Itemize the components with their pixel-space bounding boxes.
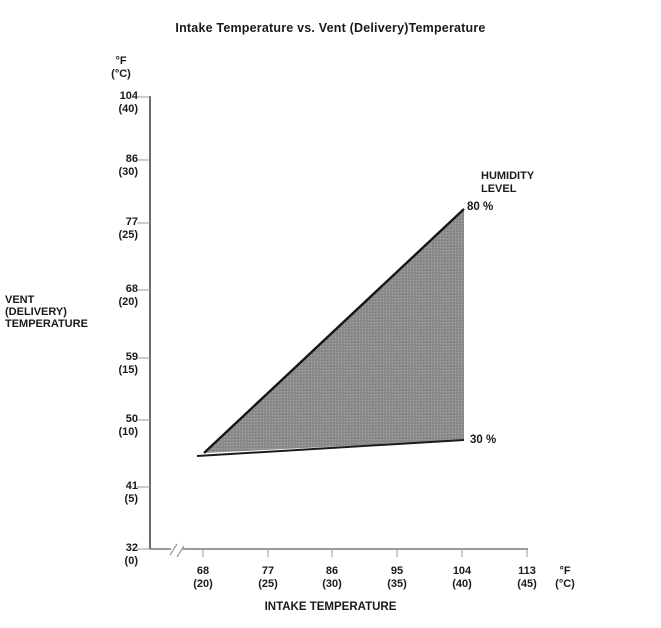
y-tick-label-86: 86 (30): [118, 153, 138, 178]
x-tick-label-113: 113 (45): [517, 565, 537, 590]
y-tick-label-68: 68 (20): [118, 283, 138, 308]
chart-title: Intake Temperature vs. Vent (Delivery)Te…: [175, 21, 486, 35]
x-axis-title: INTAKE TEMPERATURE: [264, 601, 397, 613]
humidity-30-line: [196, 439, 465, 457]
y-axis-unit-f: °F: [115, 55, 127, 67]
x-tick-label-104: 104 (40): [452, 565, 472, 590]
y-tick-label-32: 32 (0): [124, 542, 138, 567]
x-axis-unit-f: °F: [559, 565, 571, 577]
humidity-80-line: [203, 208, 465, 454]
y-tick-label-50: 50 (10): [118, 413, 138, 438]
y-tick-label-77: 77 (25): [118, 216, 138, 241]
x-axis-break-icon: [169, 543, 185, 558]
x-tick-label-86: 86 (30): [322, 565, 342, 590]
humidity-30-label: 30 %: [470, 434, 497, 446]
y-axis-title: VENT (DELIVERY) TEMPERATURE: [5, 294, 88, 330]
x-tick-label-77: 77 (25): [258, 565, 278, 590]
y-tick-label-59: 59 (15): [118, 351, 138, 376]
legend-title: HUMIDITY LEVEL: [481, 170, 535, 195]
x-tick-label-95: 95 (35): [387, 565, 407, 590]
y-tick-label-104: 104 (40): [118, 90, 138, 115]
y-tick-label-41: 41 (5): [124, 480, 138, 505]
humidity-80-label: 80 %: [467, 201, 494, 213]
x-axis-unit-label: °F (°C): [538, 565, 592, 591]
x-tick-label-68: 68 (20): [193, 565, 213, 590]
y-axis-unit-label: °F (°C): [96, 55, 146, 81]
x-tick-marks: [202, 549, 528, 557]
x-axis-unit-c: (°C): [555, 578, 575, 590]
y-axis-unit-c: (°C): [111, 68, 131, 80]
y-tick-marks: [137, 96, 150, 550]
